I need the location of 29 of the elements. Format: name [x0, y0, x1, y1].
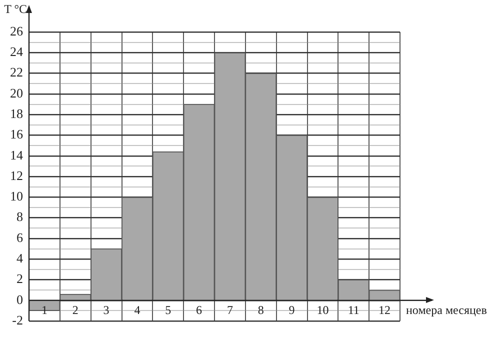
y-tick-label: 8 [16, 209, 23, 224]
x-tick-label: 10 [316, 302, 329, 317]
x-tick-label: 1 [41, 302, 48, 317]
y-tick-label: 0 [16, 292, 23, 307]
x-tick-label: 9 [288, 302, 295, 317]
y-tick-label: 22 [10, 64, 23, 80]
x-tick-label: 8 [258, 302, 264, 317]
y-tick-label: 12 [10, 168, 23, 183]
y-tick-label: 20 [10, 85, 23, 100]
y-tick-label: 26 [10, 23, 24, 38]
y-tick-label: 14 [10, 147, 24, 162]
x-tick-label: 4 [134, 302, 140, 317]
x-tick-label: 12 [378, 302, 391, 317]
x-tick-label: 11 [348, 302, 360, 317]
x-tick-label: 6 [196, 302, 202, 317]
y-tick-label: 4 [16, 250, 24, 266]
y-tick-label: -2 [12, 312, 23, 328]
y-axis-title: T °C [4, 2, 27, 16]
x-tick-label: 5 [165, 302, 172, 317]
y-tick-label: 16 [10, 126, 24, 142]
x-tick-label: 3 [103, 302, 110, 317]
x-tick-label: 2 [72, 302, 78, 317]
y-tick-label: 6 [16, 230, 24, 245]
y-tick-label: 18 [10, 106, 23, 121]
x-axis-title: номера месяцев [406, 302, 488, 317]
y-tick-label: 10 [10, 188, 23, 204]
y-tick-label: 2 [16, 271, 23, 286]
y-tick-label: 24 [10, 44, 24, 60]
x-tick-label: 7 [226, 302, 233, 317]
